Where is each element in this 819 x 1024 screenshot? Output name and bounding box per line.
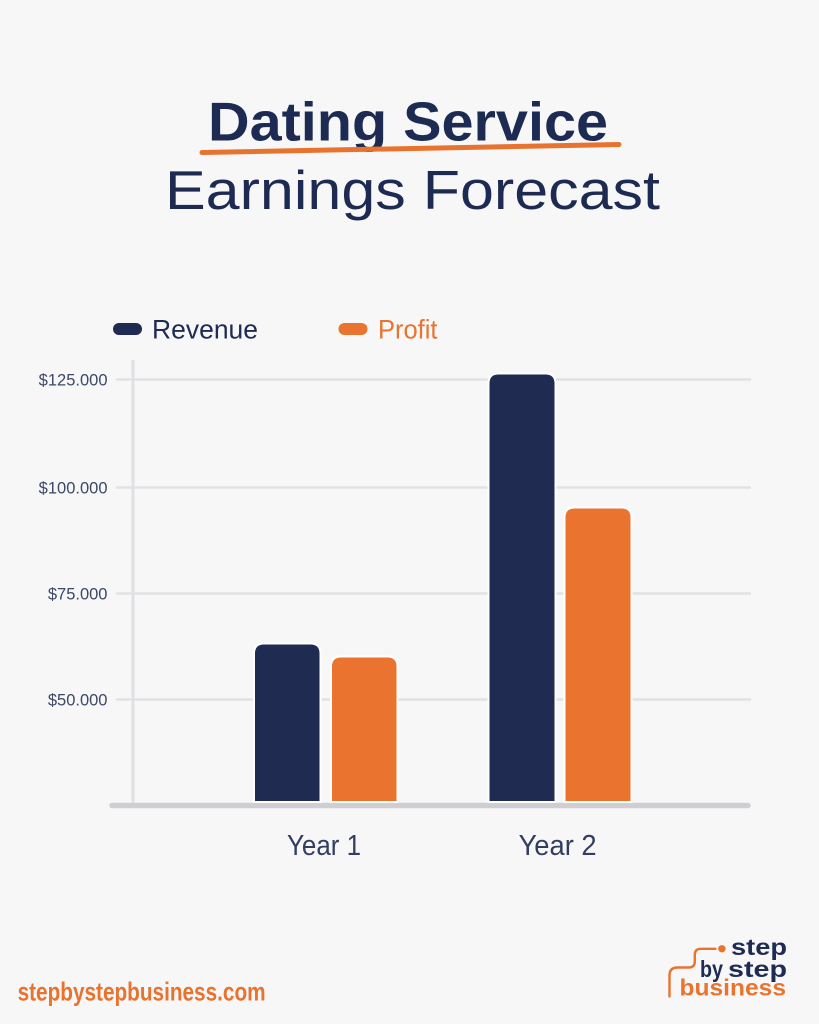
svg-text:business: business [680,975,787,1001]
svg-text:Year 2: Year 2 [519,830,597,862]
svg-text:Profit: Profit [378,315,438,345]
svg-text:$75.000: $75.000 [48,586,108,604]
svg-text:stepbystepbusiness.com: stepbystepbusiness.com [18,977,266,1007]
svg-text:$125.000: $125.000 [39,372,108,390]
svg-text:step: step [731,934,787,960]
svg-text:Earnings Forecast: Earnings Forecast [165,159,660,221]
svg-text:Dating Service: Dating Service [208,90,608,152]
svg-text:Year 1: Year 1 [287,830,361,862]
svg-text:step: step [728,956,787,982]
svg-text:$50.000: $50.000 [48,692,108,710]
svg-text:by: by [700,956,723,982]
svg-text:$100.000: $100.000 [39,480,108,498]
svg-text:Revenue: Revenue [152,315,258,345]
